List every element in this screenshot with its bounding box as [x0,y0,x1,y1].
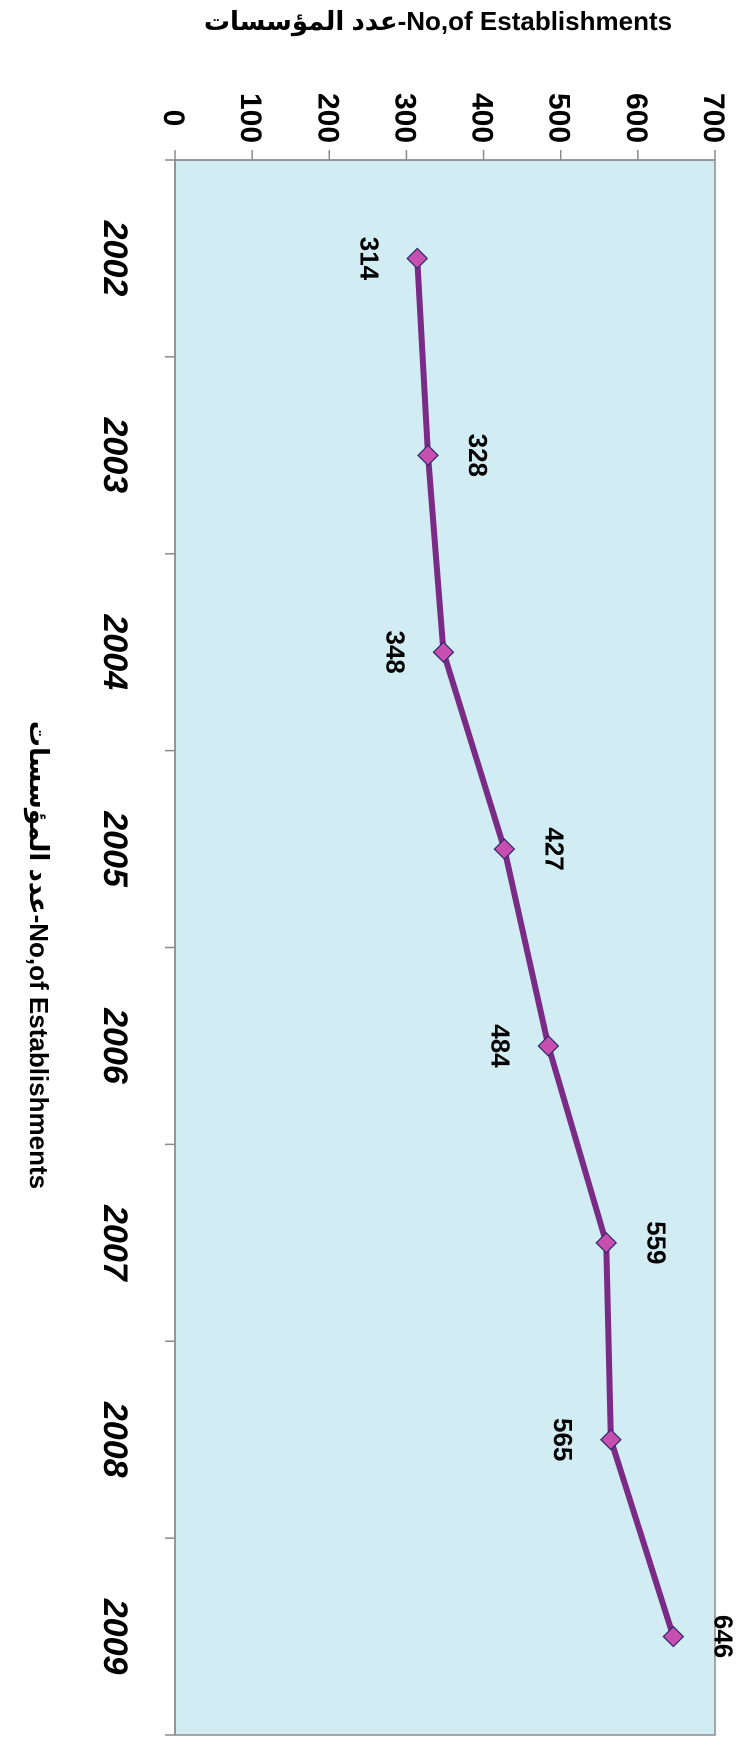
category-label-2005: 2005 [96,810,134,888]
series-line-0 [414,255,677,1640]
data-label-2008: 565 [548,1418,578,1461]
data-label-2005: 427 [540,827,570,870]
value-tick-label-2: 200 [311,93,344,143]
data-point-2006 [537,1035,560,1057]
data-label-2006: 484 [485,1024,515,1068]
data-point-2007 [595,1231,618,1254]
category-label-2002: 2002 [96,220,134,297]
value-tick-label-0: 0 [157,110,190,127]
value-tick-label-7: 700 [697,93,730,143]
data-label-2002: 314 [354,237,384,281]
data-point-2004 [432,641,455,664]
data-point-2002 [406,247,429,270]
value-axis: 0 100 200 300 400 500 600 700 [157,93,730,161]
data-label-2007: 559 [641,1221,671,1264]
value-tick-label-3: 300 [388,93,421,143]
data-label-2009: 646 [708,1615,738,1658]
category-label-2009: 2009 [96,1598,134,1675]
value-tick-label-6: 600 [620,93,653,143]
category-axis: 2002 2003 2004 2005 2006 2007 2008 2009 [96,159,176,1736]
data-point-2009 [662,1625,685,1648]
chart-title: عدد المؤسسات-No,of Establishments [204,6,672,37]
category-label-2007: 2007 [96,1204,134,1283]
data-label-2003: 328 [463,434,493,477]
value-tick-label-5: 500 [543,93,576,143]
series-line-group [406,247,685,1648]
category-label-2008: 2008 [96,1401,134,1478]
data-point-2003 [417,444,439,467]
data-point-2008 [600,1428,622,1451]
data-labels-group: 314 328 348 427 484 559 565 646 [354,237,738,1659]
value-tick-label-4: 400 [466,93,499,143]
axis-title: عدد المؤسسات-No,of Establishments [23,721,54,1189]
category-label-2006: 2006 [96,1007,134,1085]
data-label-2004: 348 [381,630,411,673]
value-tick-label-1: 100 [234,93,267,143]
category-label-2003: 2003 [96,416,134,493]
data-point-2005 [493,838,516,860]
category-label-2004: 2004 [96,613,134,690]
plot-area [174,159,716,1736]
